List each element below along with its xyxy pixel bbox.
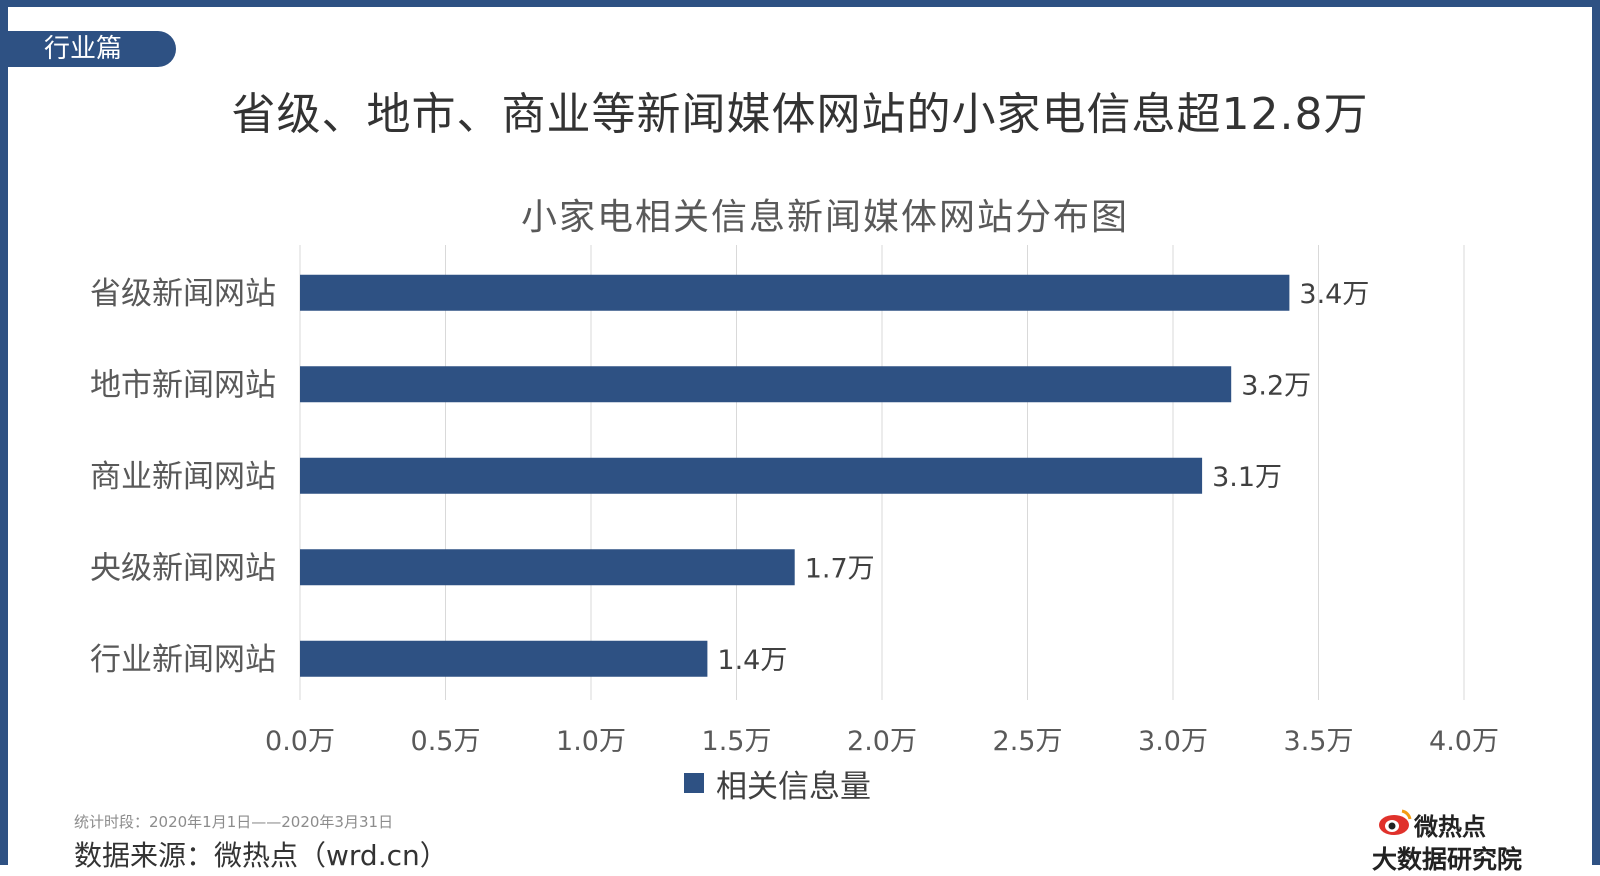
data-label: 3.2万 [1241, 370, 1311, 401]
category-label: 省级新闻网站 [90, 276, 276, 312]
x-tick-label: 2.0万 [847, 726, 917, 757]
logo-text-line1: 微热点 [1414, 813, 1486, 841]
x-tick-label: 3.5万 [1284, 726, 1354, 757]
category-label: 地市新闻网站 [90, 367, 276, 403]
bar [300, 274, 1290, 311]
category-label: 行业新闻网站 [90, 642, 276, 678]
x-tick-label: 2.5万 [993, 726, 1063, 757]
data-label: 1.7万 [805, 553, 875, 584]
legend-swatch [684, 773, 704, 793]
weibo-eye-icon [1379, 809, 1412, 835]
legend-label: 相关信息量 [716, 768, 871, 805]
x-tick-label: 0.0万 [265, 726, 335, 757]
category-label: 商业新闻网站 [90, 459, 276, 495]
brand-logo: 微热点 大数据研究院 [1372, 807, 1558, 874]
data-label: 1.4万 [717, 645, 787, 676]
x-tick-label: 1.0万 [556, 726, 626, 757]
bar [300, 457, 1203, 494]
section-tag: 行业篇 [8, 31, 176, 67]
chart-legend: 相关信息量 [684, 763, 871, 805]
bar [300, 640, 708, 677]
x-tick-label: 4.0万 [1429, 726, 1499, 757]
bar [300, 366, 1232, 403]
data-label: 3.1万 [1212, 462, 1282, 493]
x-tick-label: 1.5万 [702, 726, 772, 757]
data-source: 数据来源：微热点（wrd.cn） [74, 839, 448, 872]
data-label: 3.4万 [1299, 279, 1369, 310]
category-label: 央级新闻网站 [90, 550, 276, 586]
stat-period: 统计时段：2020年1月1日——2020年3月31日 [74, 813, 394, 831]
x-tick-label: 3.0万 [1138, 726, 1208, 757]
labels: 0.0万 0.5万 1.0万 1.5万 2.0万 2.5万 3.0万 3.5万 4.0万 省级新闻… [90, 276, 1499, 757]
page-headline: 省级、地市、商业等新闻媒体网站的小家电信息超12.8万 [231, 89, 1369, 140]
logo-text-line2: 大数据研究院 [1372, 845, 1523, 874]
chart-title: 小家电相关信息新闻媒体网站分布图 [520, 197, 1129, 238]
bars [300, 274, 1290, 677]
bar [300, 549, 795, 586]
x-tick-label: 0.5万 [411, 726, 481, 757]
